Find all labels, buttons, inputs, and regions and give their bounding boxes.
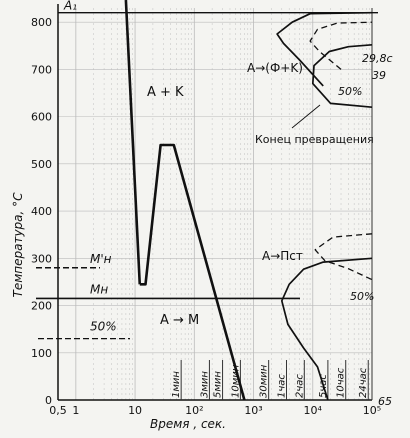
x-tick-label: 10³: [244, 404, 262, 417]
x-tick-label: 10⁵: [363, 404, 381, 417]
y-tick-label: 500: [31, 158, 52, 171]
curve-0: [139, 143, 246, 401]
curves: [124, 0, 373, 401]
time-tick-label: 5мин: [213, 371, 224, 398]
annotation-50-lower: 50%: [350, 290, 374, 303]
y-tick-label: 600: [31, 111, 52, 124]
y-tick-label: 300: [31, 252, 52, 265]
region-label-a-to-pst: A→Пст: [262, 249, 303, 263]
curve-1: [276, 11, 373, 87]
y-tick-label: 100: [31, 347, 52, 360]
time-tick-label: 24час: [358, 367, 369, 398]
time-tick-label: 10час: [336, 367, 347, 398]
level-label: A₁: [63, 0, 77, 13]
annotation-50-upper: 50%: [338, 85, 362, 98]
curve-3: [311, 43, 373, 109]
y-tick-label: 800: [31, 16, 52, 29]
level-label: M'н: [90, 252, 112, 266]
annotation-65: 65: [378, 395, 392, 408]
x-tick-label: 10: [128, 404, 142, 417]
x-tick-label: 1: [72, 404, 79, 417]
x-tick-label: 10²: [185, 404, 203, 417]
annotation-29-8s: 29,8с: [362, 52, 393, 65]
x-axis-label: Время , сек.: [150, 417, 226, 431]
cooling-path-entry: [124, 0, 142, 285]
region-label-a-to-m: A → M: [160, 313, 199, 328]
time-tick-label: 3мин: [199, 371, 210, 398]
time-tick-label: 10мин: [230, 364, 241, 398]
level-label: 50%: [90, 320, 117, 334]
x-tick-label: 10⁴: [304, 404, 323, 417]
labels: Время , сек. Температура, °С A + K A→(Ф+…: [11, 52, 393, 431]
annotation-end-of-transformation: Конец превращения: [255, 133, 374, 146]
curve-5: [314, 233, 373, 281]
y-tick-label: 0: [45, 394, 52, 407]
y-tick-label: 400: [31, 205, 52, 218]
curve-4: [280, 257, 373, 401]
axes: [57, 4, 373, 401]
y-tick-label: 200: [31, 300, 52, 313]
level-label: Mн: [90, 282, 108, 296]
x-tick-label: 0,5: [49, 404, 67, 417]
time-tick-label: 30мин: [259, 364, 270, 398]
y-axis-label: Температура, °С: [11, 192, 25, 298]
annotation-39: 39: [372, 69, 386, 82]
time-tick-label: 1час: [276, 374, 287, 398]
region-label-a-to-fk: A→(Ф+K): [247, 61, 303, 75]
levels: A₁ M'н Mн 50%: [36, 0, 378, 340]
annotation-leader-line: [291, 104, 321, 129]
y-tick-label: 700: [31, 63, 52, 76]
grid: [58, 8, 373, 401]
ticks: 0 100 200 300 400 500 600 700 800 0,5 1 10 10² 10³ 10⁴…: [31, 16, 381, 417]
region-label-a-plus-k: A + K: [147, 85, 184, 100]
time-tick-label: 1мин: [171, 371, 182, 398]
curve-2: [309, 21, 373, 70]
time-tick-label: 2час: [294, 374, 305, 398]
